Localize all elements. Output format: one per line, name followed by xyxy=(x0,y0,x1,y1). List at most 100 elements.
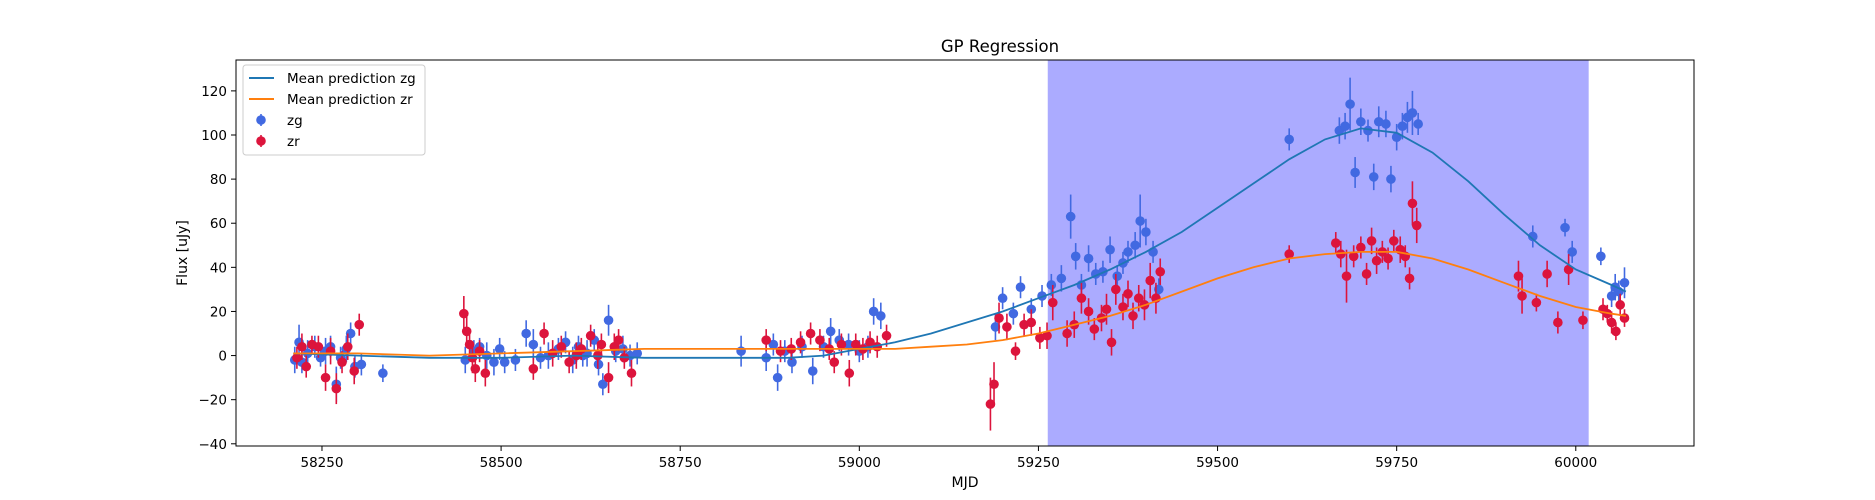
data-point-zr xyxy=(1026,317,1037,328)
legend-label: Mean prediction zg xyxy=(287,71,416,87)
data-point-zr xyxy=(480,368,491,379)
data-point-zg xyxy=(1413,119,1423,129)
data-point-zr xyxy=(292,352,302,363)
data-point-zr xyxy=(613,335,624,345)
data-point-zr xyxy=(1553,317,1563,328)
y-axis-label: Flux [uJy] xyxy=(175,220,191,286)
data-point-zr xyxy=(850,339,861,350)
data-point-zr xyxy=(985,399,996,409)
data-point-zg xyxy=(489,357,499,367)
legend-item: Mean prediction zr xyxy=(249,92,413,108)
data-point-zr xyxy=(1411,220,1422,231)
data-point-zr xyxy=(349,366,360,376)
legend-marker-swatch xyxy=(256,136,266,146)
data-point-zr xyxy=(1111,284,1121,295)
data-point-zr xyxy=(1335,249,1346,259)
x-tick-label: 59000 xyxy=(838,455,881,471)
x-tick-label: 59250 xyxy=(1017,455,1060,471)
legend-item: zr xyxy=(256,134,300,150)
data-point-zg xyxy=(603,315,614,326)
legend-label: Mean prediction zr xyxy=(287,92,413,108)
data-point-zr xyxy=(805,328,816,339)
data-point-zg xyxy=(499,357,510,367)
x-tick-label: 58500 xyxy=(480,455,523,471)
x-tick-label: 59500 xyxy=(1196,455,1239,471)
data-point-zr xyxy=(1366,236,1377,246)
data-point-zr xyxy=(596,339,607,350)
data-point-zr xyxy=(1531,297,1542,308)
data-point-zg xyxy=(632,348,643,359)
x-tick-label: 60000 xyxy=(1554,455,1597,471)
plot-frame xyxy=(235,59,1695,447)
data-point-zr xyxy=(1513,271,1524,281)
data-point-zg xyxy=(1105,244,1115,255)
data-point-zr xyxy=(989,379,999,390)
data-point-zr xyxy=(1047,297,1058,308)
data-point-zr xyxy=(1615,300,1626,310)
data-point-zg xyxy=(1381,119,1391,129)
y-tick-label: 80 xyxy=(210,172,227,188)
y-tick-label: 120 xyxy=(201,84,227,100)
data-point-zg xyxy=(1407,108,1418,118)
data-point-zr xyxy=(1106,337,1117,348)
data-point-zr xyxy=(836,339,847,350)
legend: Mean prediction zg Mean prediction zr zg zr xyxy=(242,64,426,156)
data-point-zg xyxy=(1141,227,1151,237)
data-point-zr xyxy=(1407,198,1418,209)
data-point-zr xyxy=(815,335,825,345)
data-point-zg xyxy=(1596,251,1606,262)
data-point-zg xyxy=(528,339,539,350)
data-point-zr xyxy=(342,341,353,352)
data-point-zg xyxy=(1527,231,1538,242)
data-point-zr xyxy=(1101,304,1112,315)
data-point-zg xyxy=(768,339,779,350)
data-point-zr xyxy=(761,335,771,345)
data-point-zr xyxy=(603,372,614,383)
data-point-zr xyxy=(301,361,312,372)
x-axis-label: MJD xyxy=(952,475,979,491)
data-point-zr xyxy=(994,313,1004,323)
data-point-zr xyxy=(1356,242,1366,253)
data-point-zg xyxy=(868,306,879,317)
data-point-zg xyxy=(997,293,1008,304)
data-point-zr xyxy=(1371,255,1382,266)
data-point-zg xyxy=(1345,99,1355,109)
y-tick-label: 0 xyxy=(218,349,227,365)
data-point-zr xyxy=(576,344,587,354)
data-point-zr xyxy=(1611,326,1621,337)
data-point-zg xyxy=(1368,172,1379,182)
data-point-zg xyxy=(1135,216,1145,226)
data-point-zg xyxy=(1567,247,1578,257)
data-point-zr xyxy=(1348,251,1359,262)
x-axis: 58250 58500 58750 59000 59250 59500 59750 60000 xyxy=(300,446,1597,471)
y-tick-label: 20 xyxy=(210,304,227,320)
data-point-zr xyxy=(313,341,324,352)
data-point-zr xyxy=(829,357,840,367)
data-point-zg xyxy=(1008,308,1019,319)
chart-title: GP Regression xyxy=(941,37,1059,56)
data-point-zr xyxy=(1076,293,1087,304)
data-point-zg xyxy=(378,368,388,379)
data-point-zr xyxy=(1145,275,1156,286)
data-point-zr xyxy=(1155,266,1166,277)
data-point-zg xyxy=(1015,282,1026,292)
data-point-zg xyxy=(736,346,746,356)
data-point-zr xyxy=(556,341,567,352)
data-point-zr xyxy=(1606,317,1617,328)
data-point-zg xyxy=(356,359,367,370)
y-tick-label: 100 xyxy=(201,128,227,144)
data-point-zr xyxy=(539,328,549,339)
data-point-zg xyxy=(598,379,608,390)
legend-item: zg xyxy=(256,113,303,129)
data-point-zg xyxy=(535,352,546,363)
data-point-zg xyxy=(1619,277,1630,288)
legend-marker-swatch xyxy=(256,115,266,125)
data-point-zg xyxy=(1386,174,1396,184)
data-point-zr xyxy=(1062,328,1072,339)
data-point-zr xyxy=(320,372,331,383)
data-point-zg xyxy=(1284,134,1294,145)
y-tick-label: −40 xyxy=(199,437,228,453)
data-point-zr xyxy=(1042,330,1052,341)
data-point-zg xyxy=(1083,253,1094,264)
data-point-zr xyxy=(1128,311,1138,321)
